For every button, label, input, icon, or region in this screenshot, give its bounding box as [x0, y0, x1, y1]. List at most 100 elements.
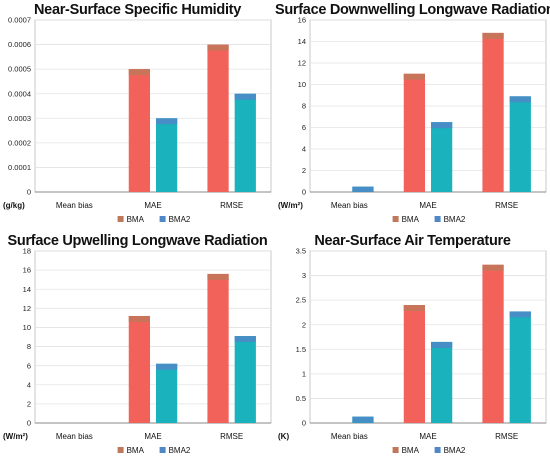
y-tick-label: 0 — [302, 419, 306, 428]
legend-label: BMA — [402, 446, 420, 455]
bar-cap-bma2 — [156, 118, 178, 125]
bar-bma2 — [234, 336, 256, 423]
bar-cap-bma — [482, 32, 504, 39]
y-unit-label: (W/m²) — [3, 432, 28, 441]
legend-label: BMA2 — [444, 446, 466, 455]
bar-bma — [403, 73, 425, 192]
bar-cap-bma — [482, 264, 504, 271]
bar-bma — [128, 69, 150, 192]
y-tick-label: 1.5 — [296, 345, 306, 354]
y-unit-label: (W/m²) — [278, 201, 303, 210]
y-tick-label: 10 — [298, 80, 306, 89]
bar-cap-bma — [403, 305, 425, 312]
y-tick-label: 4 — [27, 380, 31, 389]
bar-cap-bma2 — [431, 341, 453, 348]
x-category-label: MAE — [144, 432, 161, 441]
y-tick-label: 16 — [23, 266, 31, 275]
bar-cap-bma — [128, 69, 150, 76]
y-tick-label: 0.0003 — [8, 114, 31, 123]
legend-swatch-bma2 — [159, 447, 166, 453]
y-tick-label: 3 — [302, 271, 306, 280]
y-tick-label: 2 — [302, 320, 306, 329]
y-unit-label: (g/kg) — [3, 201, 25, 210]
legend-label: BMA — [127, 215, 145, 224]
bar-bma2 — [156, 118, 178, 192]
y-tick-label: 8 — [27, 342, 31, 351]
bar-cap-bma — [403, 73, 425, 80]
chart-svg: 0 2 4 6 8 10 12 14 16 18 Mean bias MAE RMSE (W/m²) BMA… — [3, 247, 272, 455]
chart-svg: 0 2 4 6 8 10 12 14 16 Mean bias MAE RMSE (W/m²) BMA BM… — [278, 16, 547, 224]
chart-title: Near-Surface Specific Humidity — [34, 2, 241, 18]
bar-bma2 — [431, 341, 453, 423]
bar-cap-bma2 — [352, 186, 374, 192]
y-tick-label: 0.0005 — [8, 65, 31, 74]
bar-bma — [207, 273, 229, 423]
bar-cap-bma2 — [234, 93, 256, 100]
y-tick-label: 0.5 — [296, 394, 306, 403]
y-tick-label: 8 — [302, 102, 306, 111]
y-tick-label: 3.5 — [296, 247, 306, 256]
x-category-label: Mean bias — [331, 201, 368, 210]
legend-swatch-bma — [117, 216, 124, 222]
y-tick-label: 14 — [23, 285, 31, 294]
chart-panel-upwelling: Surface Upwelling Longwave Radiation 0 2 4… — [0, 231, 275, 459]
y-tick-label: 12 — [298, 59, 306, 68]
legend-label: BMA2 — [444, 215, 466, 224]
x-category-label: Mean bias — [56, 201, 93, 210]
legend-swatch-bma — [392, 447, 399, 453]
y-tick-label: 1 — [302, 369, 306, 378]
bar-cap-bma — [128, 315, 150, 322]
bar-bma — [128, 315, 150, 423]
bar-cap-bma — [207, 273, 229, 280]
chart-panel-downwelling: Surface Downwelling Longwave Radiation 0… — [275, 0, 550, 229]
bar-cap-bma — [207, 44, 229, 51]
bar-bma2 — [509, 96, 531, 192]
legend-swatch-bma2 — [159, 216, 166, 222]
y-tick-label: 16 — [298, 16, 306, 25]
x-category-label: RMSE — [220, 201, 243, 210]
y-unit-label: (K) — [278, 432, 289, 441]
legend-swatch-bma — [392, 216, 399, 222]
legend-label: BMA2 — [169, 446, 191, 455]
bar-bma — [482, 264, 504, 423]
y-tick-label: 18 — [23, 247, 31, 256]
legend-label: BMA — [127, 446, 145, 455]
y-tick-label: 6 — [27, 361, 31, 370]
legend-swatch-bma2 — [434, 216, 441, 222]
legend-label: BMA2 — [169, 215, 191, 224]
chart-panel-humidity: Near-Surface Specific Humidity 0 0.0001 0.… — [0, 0, 275, 229]
y-tick-label: 14 — [298, 37, 306, 46]
bar-bma — [207, 44, 229, 193]
bar-bma2 — [509, 311, 531, 423]
legend-swatch-bma2 — [434, 447, 441, 453]
y-tick-label: 10 — [23, 323, 31, 332]
y-tick-label: 0 — [27, 419, 31, 428]
y-tick-label: 6 — [302, 123, 306, 132]
chart-title: Surface Downwelling Longwave Radiation — [275, 2, 550, 18]
bar-bma — [482, 32, 504, 193]
bar-bma2 — [156, 363, 178, 423]
bar-cap-bma2 — [509, 311, 531, 318]
y-tick-label: 2 — [302, 166, 306, 175]
bar-bma2 — [234, 93, 256, 192]
y-tick-label: 0 — [302, 188, 306, 197]
x-category-label: Mean bias — [56, 432, 93, 441]
y-tick-label: 2.5 — [296, 296, 306, 305]
y-tick-label: 2 — [27, 399, 31, 408]
y-tick-label: 0.0006 — [8, 40, 31, 49]
chart-svg: 0 0.5 1 1.5 2 2.5 3 3.5 Mean bias MAE RMSE (K) BMA BM… — [278, 247, 547, 455]
x-category-label: MAE — [419, 201, 436, 210]
bar-cap-bma2 — [352, 416, 374, 423]
chart-svg: 0 0.0001 0.0002 0.0003 0.0004 0.0005 0.0006 0.0… — [3, 16, 272, 224]
bar-bma2 — [431, 122, 453, 192]
bar-bma — [403, 305, 425, 423]
y-tick-label: 12 — [23, 304, 31, 313]
legend-label: BMA — [402, 215, 420, 224]
x-category-label: RMSE — [495, 432, 518, 441]
y-tick-label: 4 — [302, 145, 306, 154]
x-category-label: RMSE — [220, 432, 243, 441]
bar-cap-bma2 — [234, 336, 256, 343]
x-category-label: MAE — [144, 201, 161, 210]
legend-swatch-bma — [117, 447, 124, 453]
y-tick-label: 0 — [27, 188, 31, 197]
